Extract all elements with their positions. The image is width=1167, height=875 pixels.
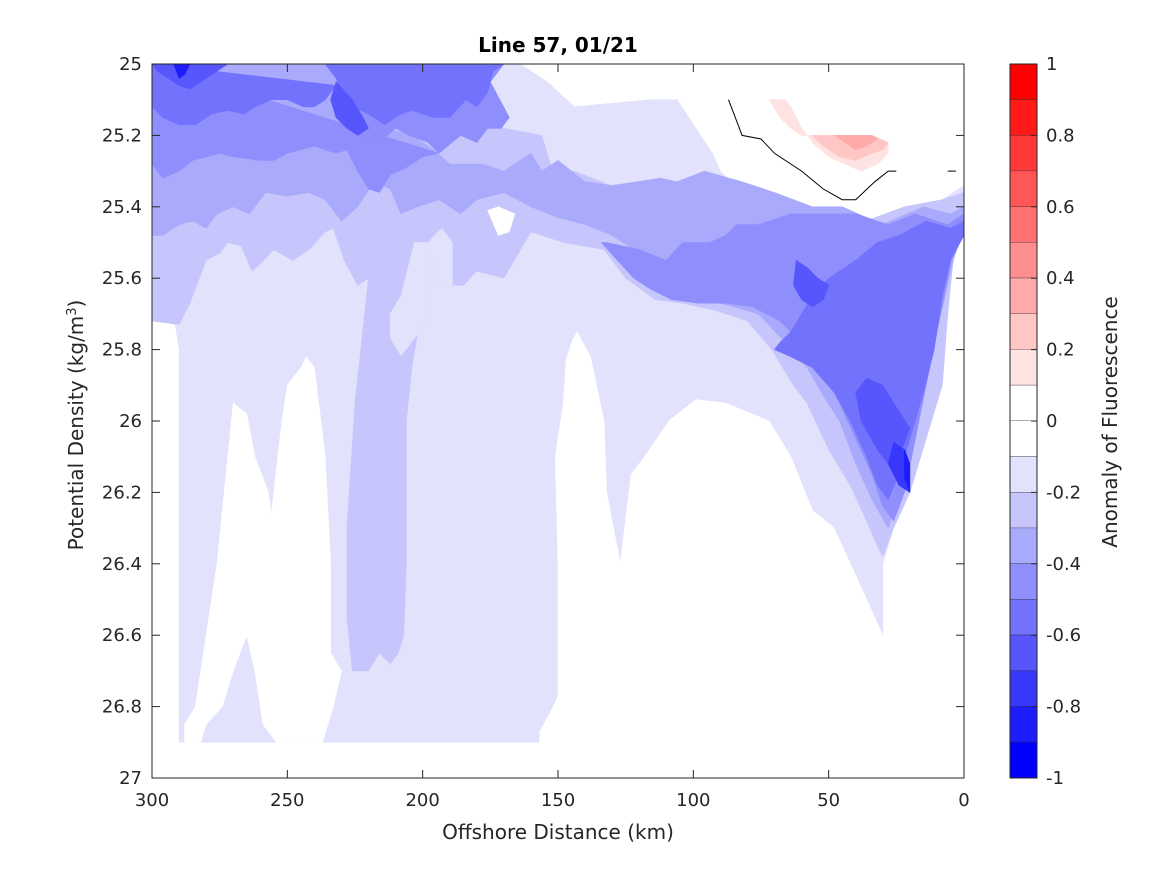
y-axis-label-superscript: 3: [65, 307, 80, 315]
colorbar-tick-label: 0.8: [1046, 125, 1075, 146]
x-tick-label: 300: [135, 790, 169, 811]
contour-fills: [152, 64, 964, 778]
colorbar-tick-label: 1: [1046, 54, 1057, 75]
colorbar-tick-label: 0: [1046, 411, 1057, 432]
colorbar-level: [1010, 278, 1037, 314]
y-tick-label: 27: [119, 768, 142, 789]
contour-region: [487, 206, 516, 236]
y-tick-label: 26.4: [102, 554, 142, 575]
colorbar-level: [1010, 456, 1037, 493]
colorbar-level: [1010, 206, 1037, 243]
colorbar-level: [1010, 421, 1037, 457]
zero-contour-line: [728, 99, 897, 201]
colorbar-tick-label: -0.2: [1046, 482, 1081, 503]
colorbar-label: Anomaly of Fluorescence: [1098, 296, 1122, 547]
contour-region: [152, 64, 964, 529]
colorbar-level: [1010, 99, 1037, 136]
x-tick-label: 200: [405, 790, 439, 811]
colorbar-level: [1010, 706, 1037, 743]
contour-region: [152, 64, 505, 125]
colorbar-tick-label: 0.6: [1046, 197, 1075, 218]
contour-region: [265, 356, 342, 743]
y-tick-label: 25.8: [102, 340, 142, 361]
x-tick-label: 50: [817, 790, 840, 811]
colorbar-ticks: 1 0.8 0.6 0.4 0.2 0 -0.2 -0.4 -0.6 -0.8 -1: [1031, 54, 1081, 789]
contour-region: [330, 81, 369, 136]
y-tick-label: 25.2: [102, 125, 142, 146]
colorbar-tick-label: -0.4: [1046, 554, 1081, 575]
colorbar-level: [1010, 599, 1037, 636]
colorbar-level: [1010, 313, 1037, 350]
contour-region: [346, 277, 418, 672]
y-tick-label: 26.2: [102, 482, 142, 503]
chart-title: Line 57, 01/21: [478, 33, 638, 57]
y-axis-label: Potential Density (kg/m3): [64, 300, 88, 551]
colorbar-tick-label: -0.6: [1046, 625, 1081, 646]
contour-region: [173, 64, 191, 79]
y-tick-label: 26.6: [102, 625, 142, 646]
colorbar-level: [1010, 635, 1037, 671]
x-axis-label: Offshore Distance (km): [442, 820, 674, 844]
colorbar-tick-label: -1: [1046, 768, 1064, 789]
x-tick-label: 150: [541, 790, 575, 811]
y-tick-label: 25.4: [102, 197, 142, 218]
colorbar-level: [1010, 670, 1037, 707]
y-tick-label: 26: [119, 411, 142, 432]
x-tick-label: 0: [958, 790, 969, 811]
y-tick-label: 25.6: [102, 268, 142, 289]
y-axis-ticks: 25 25.2 25.4 25.6 25.8 26 26.2 26.4 26.6 26.8 27: [102, 54, 964, 789]
contour-region: [833, 135, 878, 150]
colorbar-level: [1010, 742, 1037, 778]
colorbar-level: [1010, 563, 1037, 600]
x-tick-label: 100: [676, 790, 710, 811]
colorbar: [1009, 63, 1038, 779]
colorbar-level: [1010, 242, 1037, 279]
colorbar-tick-label: 0.4: [1046, 268, 1075, 289]
colorbar-level: [1010, 349, 1037, 386]
contour-region: [619, 399, 884, 743]
colorbar-level: [1010, 385, 1037, 421]
colorbar-level: [1010, 135, 1037, 172]
x-tick-label: 250: [270, 790, 304, 811]
contour-region: [152, 64, 229, 90]
colorbar-level: [1010, 528, 1037, 564]
colorbar-level: [1010, 171, 1037, 207]
y-axis-label-close: ): [64, 300, 88, 308]
colorbar-level: [1010, 492, 1037, 529]
colorbar-tick-label: -0.8: [1046, 697, 1081, 718]
colorbar-tick-label: 0.2: [1046, 340, 1075, 361]
y-tick-label: 25: [119, 54, 142, 75]
x-axis-ticks: 300 250 200 150 100 50 0: [135, 64, 970, 811]
contour-region: [793, 260, 830, 308]
y-axis-label-main: Potential Density (kg/m: [64, 316, 88, 551]
zero-contour-lines: [728, 99, 956, 201]
colorbar-level: [1010, 64, 1037, 100]
y-tick-label: 26.8: [102, 697, 142, 718]
contour-region: [904, 449, 911, 493]
